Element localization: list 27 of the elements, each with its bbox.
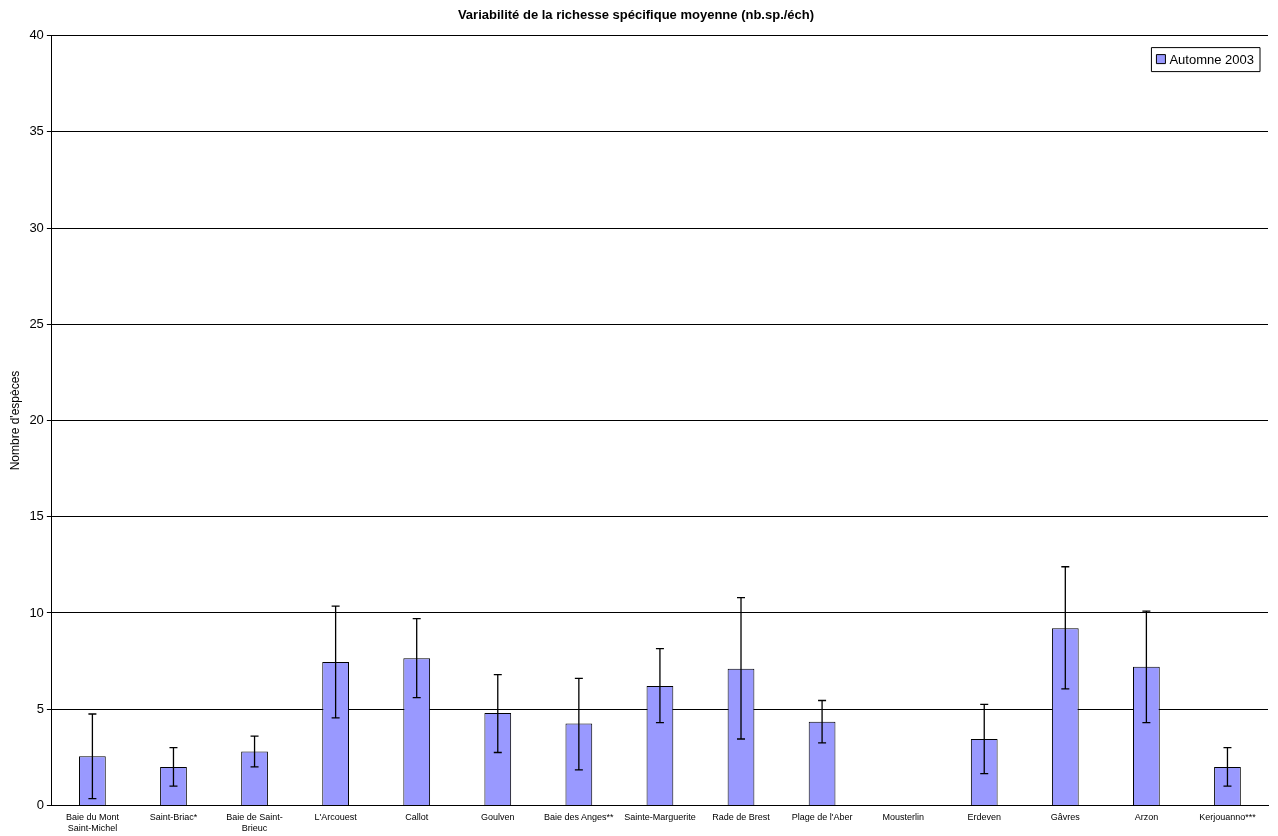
y-tick-label: 30 bbox=[29, 219, 44, 235]
y-axis-title: Nombre d'espèces bbox=[7, 370, 22, 471]
x-tick-label: Plage de l'Aber bbox=[791, 812, 853, 823]
y-tick-label: 10 bbox=[29, 604, 44, 620]
x-tick-label: Kerjouanno*** bbox=[1199, 812, 1257, 823]
y-tick-label: 25 bbox=[29, 315, 44, 331]
y-tick-label: 0 bbox=[36, 796, 44, 812]
y-tick-label: 20 bbox=[29, 412, 44, 428]
chart-title: Variabilité de la richesse spécifique moyenne (nb.sp./éch) bbox=[457, 7, 815, 23]
x-tick-label: Baie des Anges** bbox=[544, 812, 615, 823]
x-tick-label: Sainte-Marguerite bbox=[624, 812, 696, 823]
x-tick-label: Gâvres bbox=[1050, 812, 1081, 823]
y-tick-label: 35 bbox=[29, 123, 44, 139]
x-tick-label: Mousterlin bbox=[882, 812, 924, 823]
x-tick-label: Goulven bbox=[481, 812, 515, 823]
x-tick-label: Baie du Mont Saint-Michel bbox=[65, 812, 120, 834]
x-tick-label: Callot bbox=[405, 812, 429, 823]
x-tick-label: Arzon bbox=[1134, 812, 1159, 823]
x-tick-label: Baie de Saint-Brieuc bbox=[226, 812, 283, 834]
x-tick-label: L'Arcouest bbox=[314, 812, 358, 823]
y-tick-label: 40 bbox=[29, 27, 44, 43]
x-tick-label: Rade de Brest bbox=[712, 812, 771, 823]
y-tick-label: 5 bbox=[36, 700, 44, 716]
y-tick-label: 15 bbox=[29, 508, 44, 524]
x-tick-label: Erdeven bbox=[967, 812, 1001, 823]
x-tick-label: Saint-Briac* bbox=[149, 812, 198, 823]
legend-label: Automne 2003 bbox=[1169, 52, 1255, 68]
